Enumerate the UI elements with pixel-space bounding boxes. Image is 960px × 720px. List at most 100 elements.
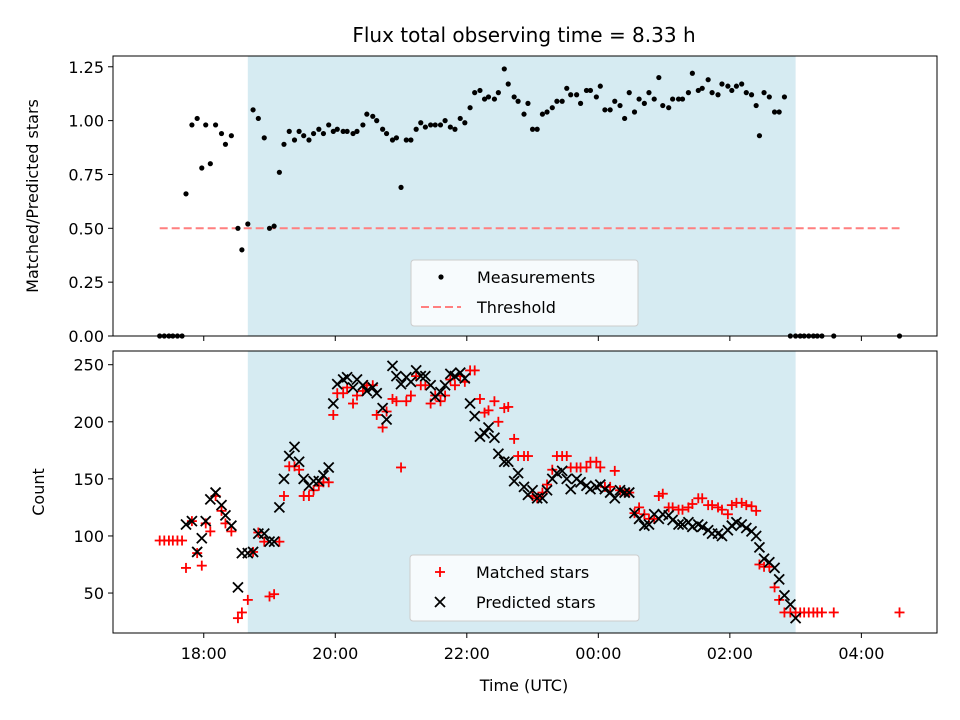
predicted-star-point: [361, 385, 373, 397]
bottom-x-axis: 18:00 20:00 22:00 00:00 02:00 04:00: [181, 633, 884, 663]
predicted-star-mark-b: [666, 514, 679, 526]
bottom-y-tick-label: 250: [73, 356, 104, 375]
predicted-star-point: [784, 598, 796, 611]
predicted-star-point: [599, 483, 611, 495]
measurement-point: [380, 126, 386, 132]
matched-star-point: [754, 559, 765, 570]
bottom-frame: [112, 350, 938, 634]
predicted-star-point: [478, 427, 491, 439]
predicted-star-point: [492, 448, 505, 460]
predicted-star-point: [502, 456, 514, 468]
predicted-star-point: [618, 486, 631, 499]
measurement-point: [370, 113, 376, 119]
measurement-point: [631, 109, 638, 115]
bottom-marks: [154, 360, 905, 624]
matched-star-point: [894, 607, 905, 618]
matched-star-point: [687, 498, 698, 509]
predicted-star-mark-b: [512, 467, 524, 479]
measurement-point: [505, 81, 511, 87]
matched-star-point: [591, 456, 602, 467]
legend-predicted-marker-b: [434, 596, 446, 608]
predicted-star-point: [386, 360, 399, 372]
predicted-star-mark-b: [498, 456, 510, 468]
matched-star-point: [264, 591, 275, 602]
measurement-point: [403, 137, 409, 143]
measurement-point: [472, 90, 478, 96]
predicted-star-mark-b: [604, 486, 616, 499]
predicted-star-point: [273, 501, 286, 514]
measurement-point: [398, 184, 404, 190]
measurement-point: [587, 87, 594, 94]
predicted-star-mark-b: [526, 484, 539, 496]
x-tick-label: 18:00: [181, 644, 227, 663]
measurement-point: [495, 90, 501, 96]
measurement-point: [481, 96, 488, 102]
predicted-star-mark-b: [454, 367, 466, 379]
predicted-star-point: [672, 518, 685, 531]
matched-star-point: [483, 405, 494, 416]
predicted-star-point: [633, 513, 645, 525]
measurement-point: [660, 102, 666, 109]
measurement-point: [485, 94, 492, 100]
predicted-star-point: [323, 461, 335, 474]
bottom-y-tick-label: 200: [73, 413, 104, 432]
bottom-y-tick-label: 50: [84, 584, 104, 603]
measurement-point: [245, 221, 251, 227]
measurement-point: [271, 223, 277, 229]
predicted-star-point: [268, 536, 280, 548]
predicted-star-mark-b: [395, 378, 407, 390]
measurement-point: [286, 128, 292, 134]
predicted-star-point: [196, 532, 208, 544]
measurement-point: [612, 98, 618, 104]
predicted-star-point: [293, 456, 305, 468]
matched-star-point: [196, 560, 207, 571]
top-y-axis-label: Matched/Predicted stars: [23, 99, 42, 293]
predicted-star-point: [434, 386, 447, 398]
matched-star-point: [509, 433, 520, 444]
predicted-star-mark-b: [531, 492, 543, 504]
legend-predicted-label: Predicted stars: [476, 593, 596, 612]
predicted-star-mark-b: [247, 546, 259, 558]
top-legend: Measurements Threshold: [410, 259, 639, 327]
predicted-star-point: [307, 475, 320, 487]
predicted-star-mark-b: [556, 465, 568, 477]
predicted-star-point: [278, 473, 290, 485]
measurement-point: [761, 90, 767, 96]
measurement-point: [511, 94, 517, 100]
measurement-point: [250, 107, 256, 113]
matched-star-point: [391, 396, 402, 407]
predicted-star-mark-b: [768, 562, 781, 574]
measurement-point: [266, 225, 273, 231]
predicted-star-point: [200, 515, 212, 527]
measurement-point: [705, 77, 711, 83]
matched-star-point: [726, 500, 737, 511]
predicted-star-mark-b: [672, 518, 685, 531]
matched-star-point: [609, 465, 620, 476]
predicted-star-mark-b: [541, 484, 553, 496]
top-y-tick-label: 0.50: [68, 219, 104, 238]
predicted-star-point: [565, 483, 577, 495]
measurement-point: [477, 87, 483, 94]
predicted-star-mark-b: [390, 370, 403, 382]
predicted-star-point: [215, 499, 228, 511]
measurement-point: [501, 66, 507, 72]
measurement-point: [521, 111, 527, 117]
predicted-star-mark-b: [196, 532, 208, 544]
matched-star-point: [177, 535, 188, 546]
predicted-star-point: [209, 486, 222, 499]
measurement-point: [383, 130, 390, 137]
measurement-point: [467, 105, 473, 111]
measurement-point: [709, 90, 715, 96]
predicted-star-mark-b: [482, 421, 495, 434]
measurement-point: [452, 126, 458, 132]
measurement-point: [515, 98, 521, 104]
measurement-point: [364, 111, 370, 117]
predicted-star-point: [263, 536, 276, 548]
measurement-point: [326, 122, 332, 128]
predicted-star-mark-b: [599, 483, 611, 495]
measurement-point: [564, 85, 570, 91]
measurement-point: [525, 100, 531, 106]
predicted-star-mark-b: [459, 372, 471, 385]
measurement-point: [194, 115, 200, 122]
